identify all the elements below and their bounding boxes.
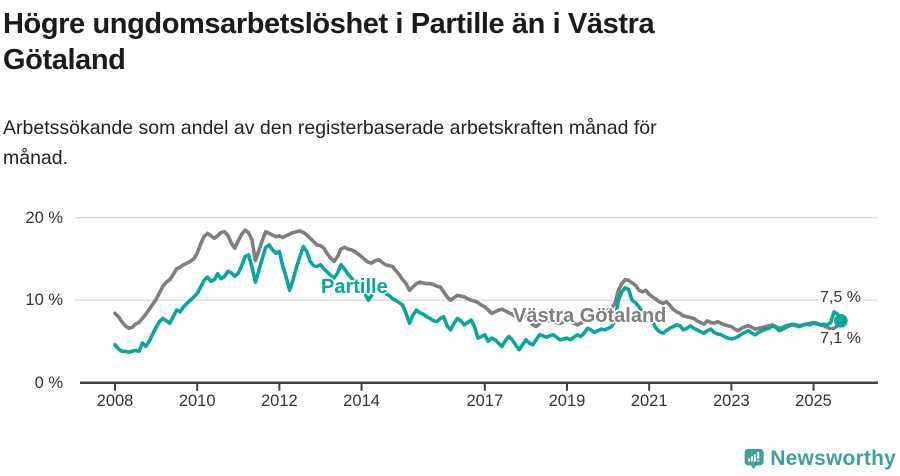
- title-line-1: Högre ungdomsarbetslöshet i Partille än …: [3, 8, 655, 40]
- bar-icon-1: [748, 458, 751, 462]
- series-line-partille: [113, 243, 843, 355]
- chart-subtitle: Arbetssökande som andel av den registerb…: [3, 113, 883, 173]
- subtitle-line-2: månad.: [3, 147, 69, 169]
- bar-icon-3: [753, 454, 756, 462]
- newsworthy-logo[interactable]: Newsworthy: [744, 444, 896, 474]
- subtitle-line-1: Arbetssökande som andel av den registerb…: [3, 117, 657, 139]
- newsworthy-speech-bubble-icon: [744, 448, 764, 470]
- endpoint-dot: [834, 314, 848, 328]
- title-line-2: Götaland: [3, 44, 126, 76]
- exclamation-line-icon: [757, 452, 760, 459]
- newsworthy-wordmark: Newsworthy: [770, 447, 896, 470]
- series-line-västra-götaland: [113, 228, 843, 333]
- page-title: Högre ungdomsarbetslöshet i Partille än …: [3, 6, 883, 78]
- exclamation-dot-icon: [757, 459, 760, 462]
- bar-icon-2: [750, 456, 754, 462]
